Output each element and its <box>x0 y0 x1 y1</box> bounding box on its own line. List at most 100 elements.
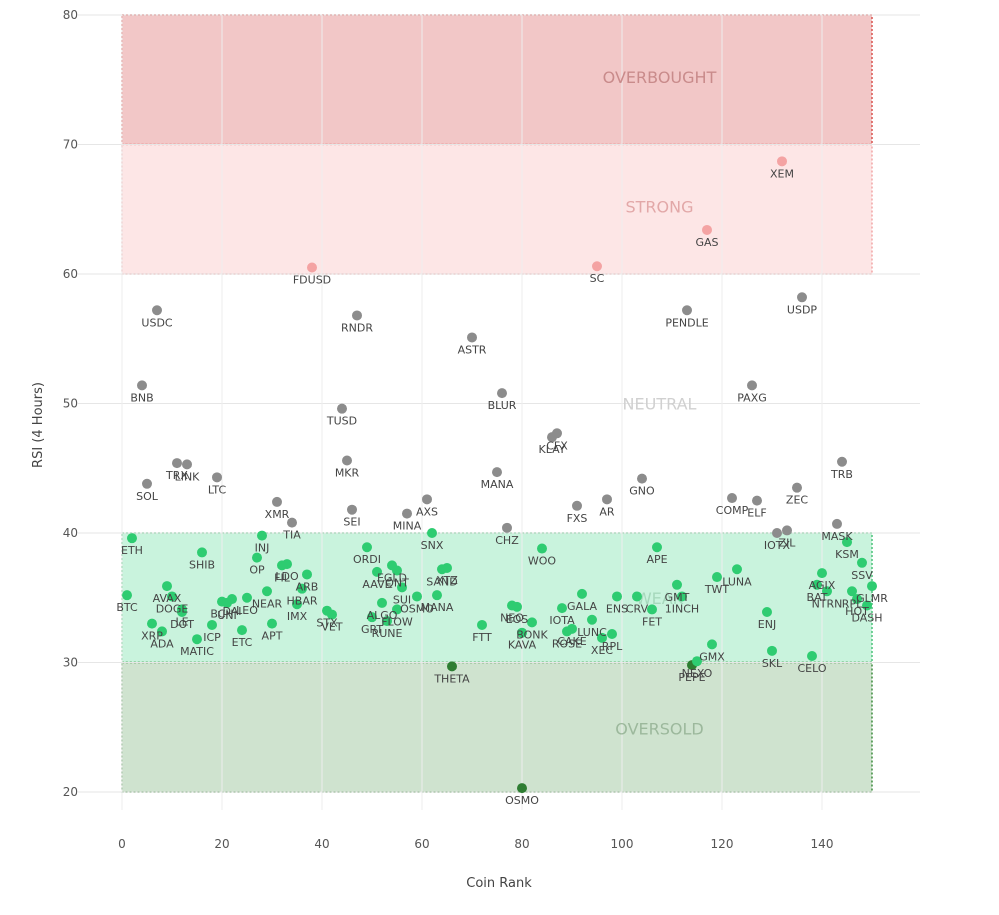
data-point-label: COMP <box>716 504 749 517</box>
data-point <box>292 599 302 610</box>
data-point-label: BONK <box>516 628 548 641</box>
x-tick-label: 40 <box>314 837 329 851</box>
data-point-label: ENS <box>606 602 628 615</box>
data-point-label: XRP <box>141 630 163 643</box>
data-point <box>592 261 602 272</box>
data-point <box>122 590 132 601</box>
data-point-label: DOT <box>170 618 194 631</box>
data-point-label: BNB <box>130 391 153 404</box>
data-point <box>477 619 487 630</box>
data-point-label: HBAR <box>287 595 318 608</box>
data-point-label: HOT <box>845 605 869 618</box>
data-point <box>767 645 777 656</box>
data-point <box>377 597 387 608</box>
x-tick-label: 20 <box>214 837 229 851</box>
data-point-label: KSM <box>835 548 859 561</box>
data-point <box>782 525 792 536</box>
data-point <box>327 609 337 620</box>
data-point-label: ETC <box>232 636 253 649</box>
data-point <box>677 591 687 602</box>
data-point <box>637 473 647 484</box>
y-tick-label: 60 <box>63 267 78 281</box>
y-tick-label: 50 <box>63 397 78 411</box>
data-point-label: KLAY <box>539 443 566 456</box>
data-point-label: TWT <box>704 583 730 596</box>
zone-label-weak: WEAK <box>636 589 684 608</box>
data-point-label: INJ <box>255 542 270 555</box>
data-point-label: BLUR <box>488 399 517 412</box>
data-point <box>262 586 272 597</box>
data-point <box>227 594 237 605</box>
data-point-label: LTC <box>208 483 227 496</box>
data-point-label: APT <box>262 630 283 643</box>
data-point-label: GNO <box>629 485 655 498</box>
data-point <box>652 542 662 553</box>
x-tick-label: 140 <box>811 837 834 851</box>
data-point-label: DASH <box>851 612 882 625</box>
data-point-label: CELO <box>797 662 826 675</box>
data-point <box>727 493 737 504</box>
data-point <box>777 156 787 167</box>
data-point-label: MASK <box>821 530 853 543</box>
data-point-label: MKR <box>335 466 360 479</box>
data-point-label: SAND <box>426 575 457 588</box>
data-point-label: EGLD <box>377 571 407 584</box>
data-point-label: XTZ <box>436 574 458 587</box>
data-point-label: NTRN <box>812 597 843 610</box>
data-point-label: THETA <box>433 672 470 685</box>
data-point <box>287 517 297 528</box>
data-point-label: LINK <box>175 470 201 483</box>
data-point-label: RPL <box>602 640 623 653</box>
data-point <box>772 528 782 538</box>
data-point-label: BTC <box>116 601 138 614</box>
data-point-label: CFX <box>546 439 568 452</box>
data-point-label: RPL <box>842 597 863 610</box>
x-axis-title: Coin Rank <box>466 876 532 891</box>
data-point-label: XEM <box>770 167 794 180</box>
data-point-label: OP <box>249 564 265 577</box>
data-point-label: FXS <box>567 512 588 525</box>
zone-label-strong: STRONG <box>625 198 693 217</box>
data-point-label: TUSD <box>326 415 357 428</box>
grid-lines <box>78 14 920 810</box>
data-point-label: CHZ <box>495 534 519 547</box>
data-point-label: XEC <box>591 644 613 657</box>
data-point <box>852 594 862 605</box>
data-point-label: QNT <box>385 577 409 590</box>
data-point-label: XMR <box>265 508 290 521</box>
data-point-label: TIA <box>282 529 301 542</box>
data-point <box>502 522 512 533</box>
data-point-label: ARB <box>296 580 319 593</box>
data-point <box>267 618 277 629</box>
data-point <box>572 500 582 511</box>
data-point <box>272 496 282 507</box>
data-point-label: KAVA <box>508 639 537 652</box>
data-point-label: NEO <box>500 612 524 625</box>
data-point <box>397 582 407 593</box>
data-point <box>432 590 442 601</box>
y-tick-label: 70 <box>63 138 78 152</box>
data-point <box>177 606 187 617</box>
data-point-label: DAI <box>222 605 241 618</box>
y-tick-label: 30 <box>63 656 78 670</box>
data-point <box>382 616 392 627</box>
data-point-label: OSMO <box>505 794 539 807</box>
x-axis-ticks: 0 20 40 60 80 100 120 140 <box>118 837 833 851</box>
data-point <box>837 456 847 467</box>
data-point <box>412 591 422 602</box>
data-point-label: GAS <box>695 236 718 249</box>
data-point <box>422 494 432 505</box>
data-point-label: LUNA <box>722 575 752 588</box>
data-point <box>237 625 247 636</box>
data-point-label: RUNE <box>372 627 403 640</box>
data-point-label: ASTR <box>458 343 487 356</box>
data-point <box>157 626 167 637</box>
data-point-label: GALA <box>567 600 597 613</box>
data-point-label: ENJ <box>758 618 776 631</box>
data-point <box>297 583 307 594</box>
data-point-label: PAXG <box>737 391 767 404</box>
data-point <box>632 591 642 602</box>
data-point <box>807 651 817 662</box>
data-point-label: NEXO <box>682 667 713 680</box>
